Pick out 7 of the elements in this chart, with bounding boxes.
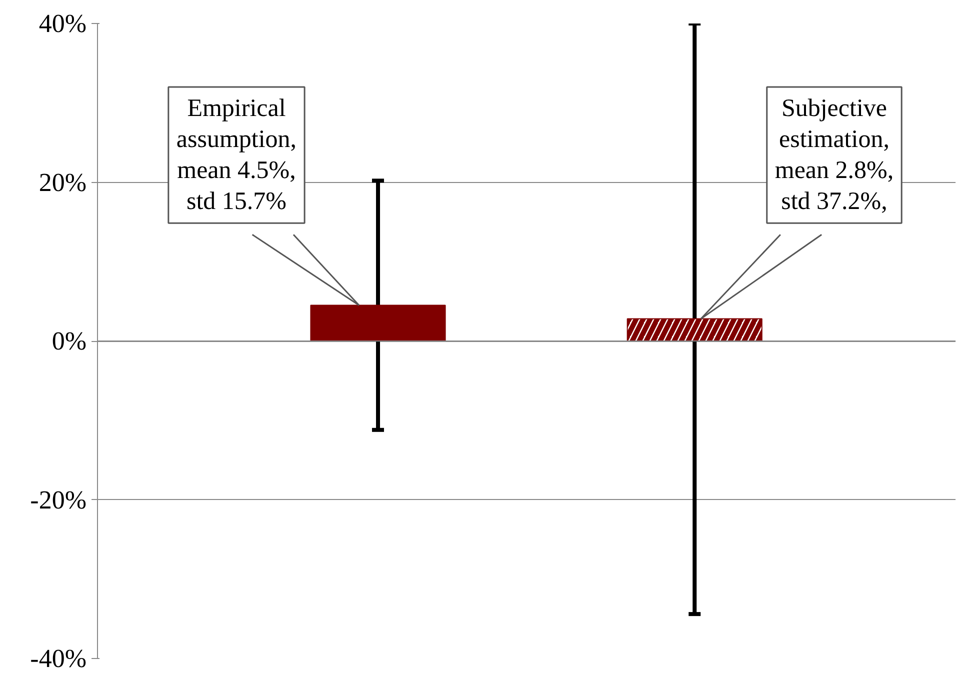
y-tick-label: -40% [30, 644, 87, 673]
annotation: Subjective estimation, mean 2.8%, std 37.2%, [774, 95, 894, 216]
y-tick-label: 0% [52, 326, 87, 356]
y-tick-label: -20% [30, 485, 87, 514]
y-tick-label: 20% [38, 168, 87, 197]
annotation: Empirical assumption, mean 4.5%, std 15.7% [176, 95, 297, 216]
y-tick-label: 40% [38, 9, 87, 38]
